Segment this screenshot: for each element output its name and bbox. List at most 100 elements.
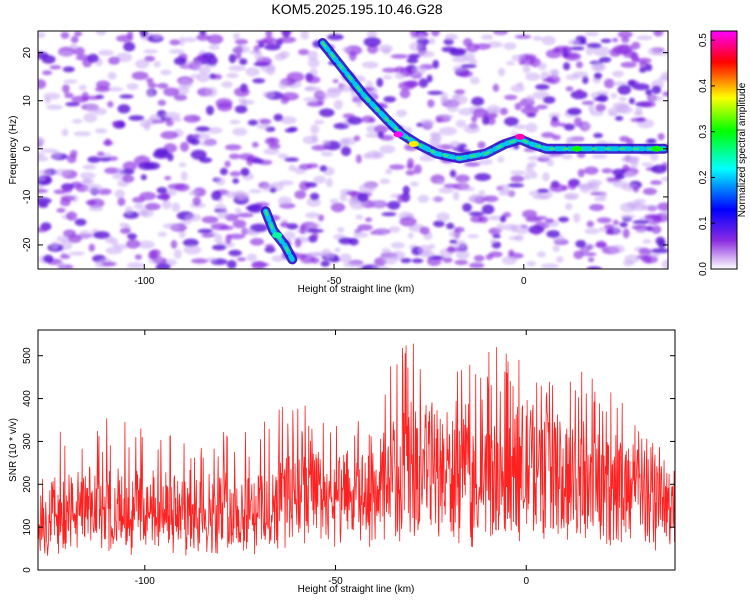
spectrogram-noise-blob — [586, 183, 596, 188]
spectrogram-noise-blob — [469, 76, 480, 85]
spectrogram-noise-blob — [542, 78, 556, 83]
spectrogram-noise-blob — [257, 123, 271, 130]
spectrogram-noise-blob — [340, 146, 352, 157]
spectrogram-noise-blob — [66, 211, 78, 221]
spectrogram-noise-blob — [126, 83, 139, 90]
spectrogram-noise-blob — [251, 141, 259, 148]
spectrogram-noise-blob — [119, 227, 131, 234]
spectrogram-noise-blob — [617, 44, 633, 55]
spectrogram-noise-blob — [589, 203, 605, 212]
spectrogram-noise-blob — [104, 138, 112, 146]
spectrogram-noise-blob — [163, 87, 180, 97]
spectrogram-noise-blob — [264, 246, 276, 253]
spectrogram-noise-blob — [232, 219, 247, 229]
spectrogram-noise-blob — [63, 187, 73, 194]
spectrogram-noise-blob — [280, 31, 293, 35]
spectrogram-noise-blob — [123, 41, 136, 52]
spectrogram-noise-blob — [88, 243, 96, 252]
spectrogram-noise-blob — [427, 99, 435, 108]
spectrogram-noise-blob — [212, 244, 227, 251]
spectrogram-noise-blob — [84, 183, 103, 194]
spectrogram-noise-blob — [525, 72, 541, 81]
spectrogram-noise-blob — [140, 174, 147, 181]
spectrogram-noise-blob — [207, 126, 223, 134]
colorbar-tick-label: 0.4 — [698, 79, 709, 93]
spectrogram-peak — [651, 145, 662, 152]
figure-title: KOM5.2025.195.10.46.G28 — [271, 1, 442, 17]
spectrogram-noise-blob — [160, 69, 172, 76]
spectrogram-noise-blob — [427, 90, 444, 95]
spectrogram-noise-blob — [122, 174, 135, 183]
spectrogram-noise-blob — [345, 191, 362, 196]
spectrogram-noise-blob — [190, 60, 203, 70]
spectrogram-noise-blob — [94, 128, 108, 134]
spectrogram-noise-blob — [228, 249, 242, 257]
spectrogram-noise-blob — [632, 220, 649, 225]
spectrogram-noise-blob — [263, 148, 280, 155]
spectrogram-noise-blob — [458, 108, 474, 116]
spectrogram-noise-blob — [217, 209, 229, 220]
spectrogram-noise-blob — [481, 34, 493, 40]
spectrogram-noise-blob — [407, 232, 414, 239]
spectrogram-noise-blob — [496, 223, 504, 232]
spectrogram-noise-blob — [46, 104, 63, 110]
spectrogram-noise-blob — [605, 229, 615, 235]
spectrogram-xlabel: Height of straight line (km) — [298, 284, 415, 295]
spectrogram-noise-blob — [371, 266, 390, 269]
spectrogram-noise-blob — [478, 158, 493, 166]
spectrogram-noise-blob — [640, 204, 659, 211]
spectrogram-noise-blob — [558, 216, 569, 223]
spectrogram-noise-blob — [171, 202, 181, 212]
spectrogram-noise-blob — [514, 224, 530, 235]
spectrogram-noise-blob — [575, 240, 587, 248]
spectrogram-noise-blob — [341, 46, 351, 53]
spectrogram-noise-blob — [278, 81, 289, 90]
spectrogram-noise-blob — [199, 157, 213, 164]
spectrogram-noise-blob — [449, 169, 457, 178]
spectrogram-noise-blob — [600, 38, 612, 43]
spectrogram-noise-blob — [473, 254, 485, 262]
spectrogram-noise-blob — [330, 202, 346, 213]
spectrogram-noise-blob — [510, 84, 525, 93]
spectrogram-noise-blob — [583, 166, 599, 175]
spectrogram-noise-blob — [228, 65, 246, 72]
spectrogram-noise-blob — [524, 173, 532, 180]
y-tick-label: 300 — [22, 433, 33, 450]
spectrogram-noise-blob — [224, 213, 239, 222]
spectrogram-noise-blob — [630, 160, 639, 169]
spectrogram-noise-blob — [43, 254, 54, 263]
spectrogram-noise-blob — [584, 227, 600, 235]
spectrogram-noise-blob — [288, 164, 296, 172]
spectrogram-noise-blob — [313, 175, 326, 184]
spectrogram-noise-blob — [628, 97, 635, 105]
spectrogram-noise-blob — [522, 209, 538, 219]
spectrogram-noise-blob — [93, 231, 110, 239]
spectrogram-noise-blob — [402, 185, 410, 195]
spectrogram-noise-blob — [382, 254, 398, 265]
spectrogram-noise-blob — [612, 37, 619, 43]
spectrogram-noise-blob — [216, 102, 233, 112]
colorbar-tick-label: 0.5 — [698, 33, 709, 47]
spectrogram-noise-blob — [59, 254, 71, 259]
spectrogram-noise-blob — [357, 224, 373, 231]
spectrogram-noise-blob — [632, 186, 640, 193]
spectrogram-noise-blob — [483, 195, 499, 203]
spectrogram-noise-blob — [394, 72, 406, 80]
y-tick-label: 200 — [22, 476, 33, 493]
spectrogram-noise-blob — [192, 196, 202, 206]
spectrogram-noise-blob — [38, 176, 46, 182]
spectrogram-noise-blob — [65, 102, 80, 107]
spectrogram-peak — [272, 232, 283, 239]
spectrogram-noise-blob — [470, 215, 484, 223]
spectrogram-noise-blob — [178, 79, 193, 89]
x-tick-label: -100 — [135, 576, 155, 587]
spectrogram-noise-blob — [305, 86, 315, 92]
spectrogram-noise-blob — [148, 250, 159, 260]
spectrogram-noise-blob — [458, 70, 473, 78]
spectrogram-noise-blob — [117, 104, 131, 114]
spectrogram-noise-blob — [251, 158, 264, 164]
spectrogram-noise-blob — [522, 64, 531, 74]
spectrogram-noise-blob — [127, 233, 137, 240]
spectrogram-noise-blob — [219, 167, 228, 176]
